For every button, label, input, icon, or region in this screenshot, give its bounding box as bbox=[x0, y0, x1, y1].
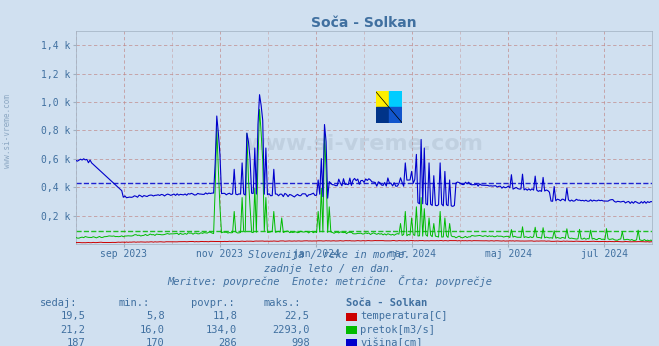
Text: 16,0: 16,0 bbox=[140, 325, 165, 335]
Text: sedaj:: sedaj: bbox=[40, 298, 77, 308]
Text: 286: 286 bbox=[219, 338, 237, 346]
Bar bbox=[389, 91, 402, 107]
Text: maks.:: maks.: bbox=[264, 298, 301, 308]
Title: Soča - Solkan: Soča - Solkan bbox=[311, 16, 417, 30]
Text: 187: 187 bbox=[67, 338, 86, 346]
Text: 134,0: 134,0 bbox=[206, 325, 237, 335]
Text: www.si-vreme.com: www.si-vreme.com bbox=[3, 94, 13, 169]
Text: www.si-vreme.com: www.si-vreme.com bbox=[245, 134, 483, 154]
Text: 5,8: 5,8 bbox=[146, 311, 165, 321]
Text: 21,2: 21,2 bbox=[61, 325, 86, 335]
Text: povpr.:: povpr.: bbox=[191, 298, 235, 308]
Text: min.:: min.: bbox=[119, 298, 150, 308]
Text: 11,8: 11,8 bbox=[212, 311, 237, 321]
Bar bbox=[389, 107, 402, 122]
Text: 998: 998 bbox=[291, 338, 310, 346]
Text: Slovenija / reke in morje.: Slovenija / reke in morje. bbox=[248, 250, 411, 260]
Text: temperatura[C]: temperatura[C] bbox=[360, 311, 448, 321]
Text: 19,5: 19,5 bbox=[61, 311, 86, 321]
Text: Soča - Solkan: Soča - Solkan bbox=[346, 298, 427, 308]
Text: Meritve: povprečne  Enote: metrične  Črta: povprečje: Meritve: povprečne Enote: metrične Črta:… bbox=[167, 275, 492, 288]
Text: 2293,0: 2293,0 bbox=[272, 325, 310, 335]
Bar bbox=[376, 91, 389, 107]
Text: zadnje leto / en dan.: zadnje leto / en dan. bbox=[264, 264, 395, 274]
Text: višina[cm]: višina[cm] bbox=[360, 337, 423, 346]
Text: 22,5: 22,5 bbox=[285, 311, 310, 321]
Bar bbox=[376, 107, 389, 122]
Text: 170: 170 bbox=[146, 338, 165, 346]
Text: pretok[m3/s]: pretok[m3/s] bbox=[360, 325, 436, 335]
